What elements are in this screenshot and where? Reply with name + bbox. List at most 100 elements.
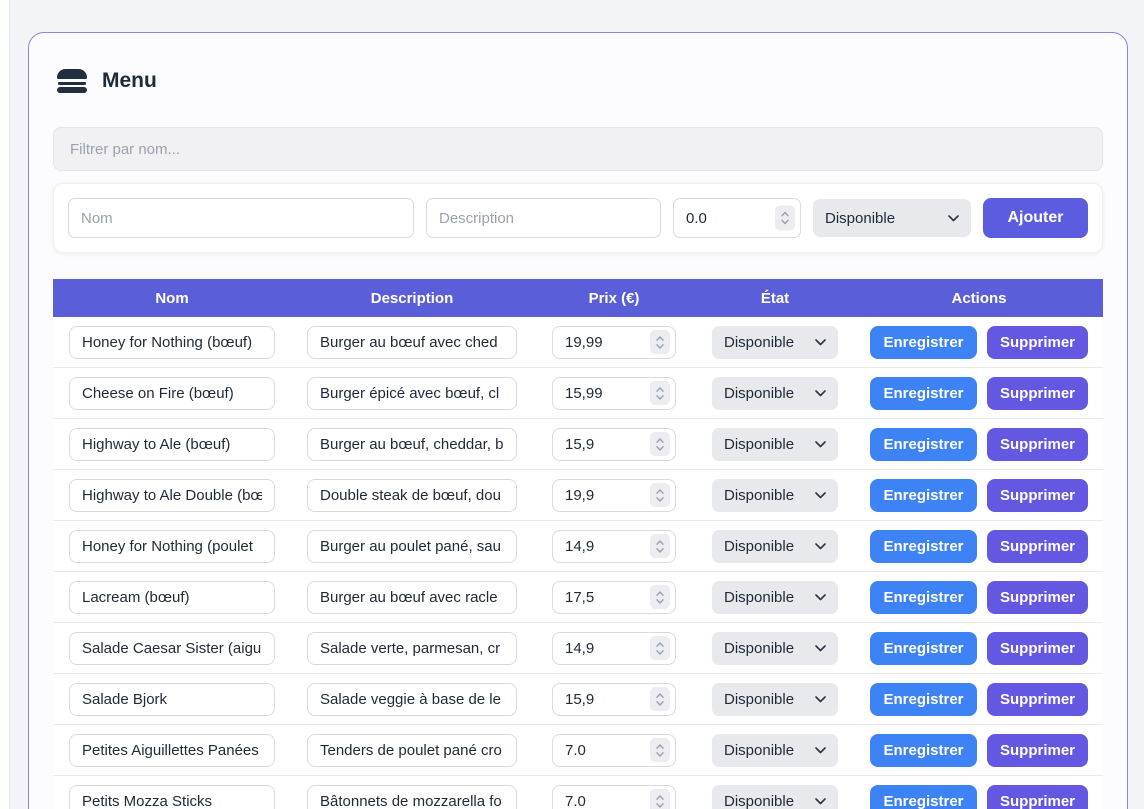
number-spinner-icon[interactable] (650, 381, 670, 405)
number-spinner-icon[interactable] (650, 534, 670, 558)
menu-table: Nom Description Prix (€) État Actions Di… (53, 279, 1103, 809)
table-row: Disponible Enregistrer Supprimer (53, 470, 1103, 521)
add-button[interactable]: Ajouter (983, 198, 1088, 238)
row-description-input[interactable] (307, 734, 517, 767)
row-price-stepper (552, 785, 676, 809)
delete-button[interactable]: Supprimer (987, 632, 1088, 665)
new-state-value: Disponible (825, 210, 895, 227)
save-button[interactable]: Enregistrer (870, 581, 977, 614)
row-description-input[interactable] (307, 632, 517, 665)
number-spinner-icon[interactable] (650, 636, 670, 660)
row-price-stepper (552, 530, 676, 563)
row-name-input[interactable] (69, 428, 275, 461)
row-price-stepper (552, 581, 676, 614)
chevron-down-icon (815, 747, 826, 754)
filter-by-name-input[interactable] (53, 127, 1103, 171)
row-state-select[interactable]: Disponible (712, 581, 838, 614)
table-row: Disponible Enregistrer Supprimer (53, 317, 1103, 368)
column-header-actions: Actions (855, 290, 1103, 307)
number-spinner-icon[interactable] (650, 585, 670, 609)
delete-button[interactable]: Supprimer (987, 530, 1088, 563)
save-button[interactable]: Enregistrer (870, 326, 977, 359)
new-state-select[interactable]: Disponible (813, 199, 971, 237)
row-state-select[interactable]: Disponible (712, 377, 838, 410)
chevron-down-icon (815, 594, 826, 601)
row-description-input[interactable] (307, 428, 517, 461)
number-spinner-icon[interactable] (650, 483, 670, 507)
chevron-down-icon (815, 492, 826, 499)
new-description-input[interactable] (426, 198, 661, 238)
table-row: Disponible Enregistrer Supprimer (53, 725, 1103, 776)
new-name-input[interactable] (68, 198, 414, 238)
save-button[interactable]: Enregistrer (870, 530, 977, 563)
delete-button[interactable]: Supprimer (987, 377, 1088, 410)
row-state-select[interactable]: Disponible (712, 785, 838, 809)
row-state-value: Disponible (724, 538, 794, 555)
chevron-down-icon (815, 390, 826, 397)
row-description-input[interactable] (307, 479, 517, 512)
save-button[interactable]: Enregistrer (870, 479, 977, 512)
row-name-input[interactable] (69, 683, 275, 716)
row-price-stepper (552, 479, 676, 512)
row-state-select[interactable]: Disponible (712, 632, 838, 665)
table-row: Disponible Enregistrer Supprimer (53, 419, 1103, 470)
number-spinner-icon[interactable] (650, 738, 670, 762)
row-state-value: Disponible (724, 385, 794, 402)
number-spinner-icon[interactable] (650, 687, 670, 711)
row-state-select[interactable]: Disponible (712, 734, 838, 767)
table-body: Disponible Enregistrer Supprimer D (53, 317, 1103, 809)
row-state-value: Disponible (724, 691, 794, 708)
row-name-input[interactable] (69, 479, 275, 512)
row-description-input[interactable] (307, 581, 517, 614)
delete-button[interactable]: Supprimer (987, 326, 1088, 359)
menu-card: Menu Disponible Ajouter Nom Description … (28, 32, 1128, 809)
number-spinner-icon[interactable] (650, 330, 670, 354)
burger-icon (57, 69, 87, 93)
row-state-value: Disponible (724, 793, 794, 809)
number-spinner-icon[interactable] (775, 206, 795, 231)
row-state-select[interactable]: Disponible (712, 479, 838, 512)
delete-button[interactable]: Supprimer (987, 734, 1088, 767)
row-state-value: Disponible (724, 589, 794, 606)
row-name-input[interactable] (69, 377, 275, 410)
row-state-select[interactable]: Disponible (712, 530, 838, 563)
row-description-input[interactable] (307, 530, 517, 563)
save-button[interactable]: Enregistrer (870, 734, 977, 767)
row-description-input[interactable] (307, 326, 517, 359)
delete-button[interactable]: Supprimer (987, 683, 1088, 716)
save-button[interactable]: Enregistrer (870, 683, 977, 716)
save-button[interactable]: Enregistrer (870, 377, 977, 410)
row-state-value: Disponible (724, 640, 794, 657)
row-state-value: Disponible (724, 334, 794, 351)
table-row: Disponible Enregistrer Supprimer (53, 521, 1103, 572)
row-name-input[interactable] (69, 581, 275, 614)
table-row: Disponible Enregistrer Supprimer (53, 368, 1103, 419)
save-button[interactable]: Enregistrer (870, 428, 977, 461)
row-description-input[interactable] (307, 785, 517, 809)
row-state-select[interactable]: Disponible (712, 326, 838, 359)
row-state-value: Disponible (724, 742, 794, 759)
chevron-down-icon (815, 798, 826, 805)
row-name-input[interactable] (69, 734, 275, 767)
table-header: Nom Description Prix (€) État Actions (53, 279, 1103, 317)
row-name-input[interactable] (69, 326, 275, 359)
delete-button[interactable]: Supprimer (987, 479, 1088, 512)
chevron-down-icon (815, 339, 826, 346)
row-description-input[interactable] (307, 683, 517, 716)
row-description-input[interactable] (307, 377, 517, 410)
delete-button[interactable]: Supprimer (987, 428, 1088, 461)
row-state-select[interactable]: Disponible (712, 428, 838, 461)
delete-button[interactable]: Supprimer (987, 581, 1088, 614)
row-name-input[interactable] (69, 785, 275, 809)
row-name-input[interactable] (69, 632, 275, 665)
row-name-input[interactable] (69, 530, 275, 563)
row-state-select[interactable]: Disponible (712, 683, 838, 716)
save-button[interactable]: Enregistrer (870, 632, 977, 665)
row-state-value: Disponible (724, 436, 794, 453)
save-button[interactable]: Enregistrer (870, 785, 977, 809)
number-spinner-icon[interactable] (650, 789, 670, 809)
row-price-stepper (552, 683, 676, 716)
column-header-prix: Prix (€) (533, 290, 695, 307)
number-spinner-icon[interactable] (650, 432, 670, 456)
delete-button[interactable]: Supprimer (987, 785, 1088, 809)
